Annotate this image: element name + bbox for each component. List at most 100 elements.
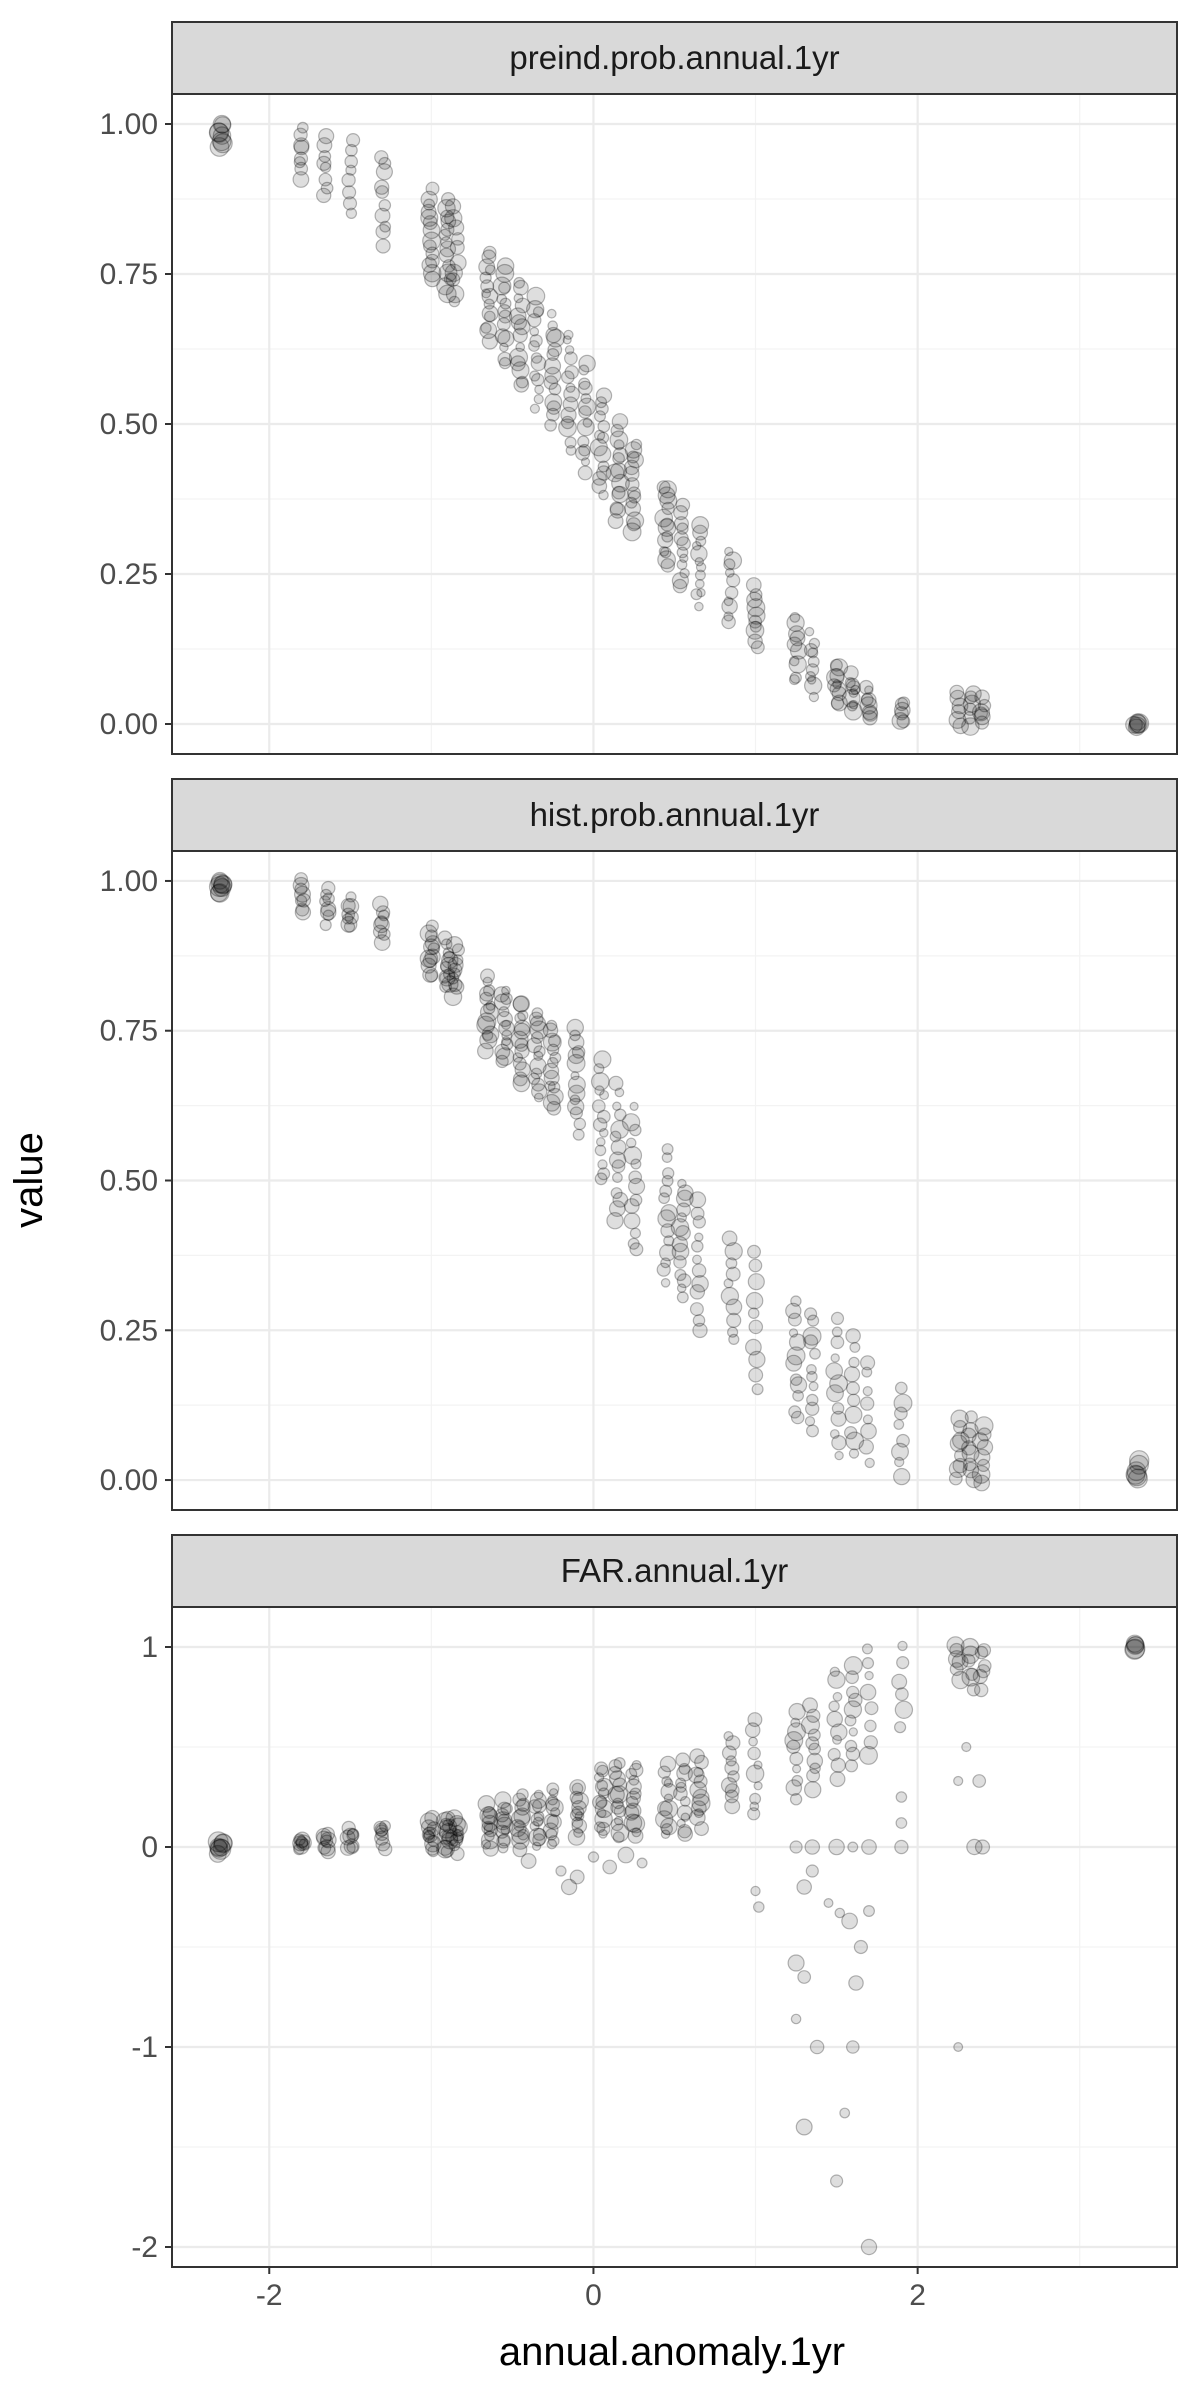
- data-point: [723, 596, 734, 607]
- data-point: [660, 558, 676, 573]
- data-point: [675, 1224, 691, 1241]
- data-point: [674, 1268, 687, 1282]
- x-tick-label: 0: [585, 2279, 602, 2312]
- data-point: [531, 373, 545, 387]
- data-point: [830, 1410, 847, 1427]
- data-point: [692, 1322, 708, 1339]
- data-point: [962, 711, 977, 725]
- data-point: [896, 714, 911, 729]
- data-point: [578, 377, 591, 390]
- data-point: [562, 335, 572, 345]
- data-point: [574, 445, 591, 461]
- data-point: [451, 232, 465, 246]
- data-point: [374, 179, 390, 195]
- data-point: [893, 1467, 911, 1486]
- data-point: [341, 907, 356, 922]
- data-point: [750, 640, 765, 655]
- data-point: [212, 114, 232, 134]
- data-point: [788, 1328, 799, 1338]
- data-point: [528, 1827, 548, 1847]
- data-point: [786, 1722, 806, 1742]
- data-point: [858, 1439, 875, 1455]
- data-point: [610, 1800, 625, 1815]
- data-point: [1128, 713, 1147, 731]
- data-point: [724, 1242, 743, 1261]
- data-point: [785, 1354, 803, 1372]
- data-point: [612, 1101, 622, 1111]
- data-point: [809, 2039, 825, 2055]
- data-point: [596, 1109, 611, 1124]
- data-point: [438, 263, 458, 283]
- data-point: [493, 993, 511, 1011]
- data-point: [593, 445, 612, 464]
- data-point: [571, 1805, 585, 1819]
- data-point: [694, 1232, 704, 1242]
- data-point: [724, 1798, 741, 1815]
- data-point: [829, 658, 843, 672]
- data-point: [746, 591, 763, 609]
- data-point: [346, 1827, 359, 1840]
- data-point: [565, 445, 577, 456]
- data-point: [693, 1774, 708, 1789]
- data-point: [831, 1326, 843, 1338]
- data-point: [562, 396, 579, 413]
- data-point: [209, 1839, 229, 1858]
- data-point: [443, 272, 457, 286]
- data-point: [848, 1975, 864, 1991]
- data-point: [533, 1810, 545, 1822]
- data-point: [791, 1764, 802, 1774]
- data-point: [804, 676, 823, 695]
- data-point: [693, 1821, 709, 1837]
- data-point: [952, 1457, 968, 1474]
- data-point: [494, 1807, 510, 1823]
- data-point: [294, 161, 309, 176]
- data-point: [318, 149, 332, 163]
- data-point: [610, 1817, 624, 1832]
- data-point: [627, 1177, 646, 1196]
- data-point: [593, 410, 606, 423]
- data-point: [610, 462, 628, 480]
- data-point: [567, 1828, 586, 1846]
- data-point: [663, 1793, 674, 1803]
- data-point: [571, 1816, 584, 1829]
- data-point: [445, 1809, 464, 1827]
- data-point: [449, 1833, 464, 1848]
- data-point: [827, 1747, 841, 1762]
- x-axis-title: annual.anomaly.1yr: [499, 2330, 845, 2374]
- data-point: [834, 1450, 844, 1461]
- data-point: [439, 240, 457, 258]
- data-point: [864, 1670, 874, 1681]
- data-point: [806, 1314, 820, 1327]
- data-point: [508, 347, 529, 367]
- data-point: [973, 1448, 991, 1466]
- data-point: [440, 1831, 459, 1850]
- data-point: [526, 286, 546, 306]
- data-point: [752, 1901, 765, 1913]
- data-point: [320, 1843, 336, 1860]
- data-point: [596, 465, 612, 481]
- data-point: [846, 1685, 860, 1700]
- data-point: [426, 1821, 442, 1837]
- data-point: [680, 1812, 691, 1822]
- data-point: [654, 508, 674, 528]
- data-point: [481, 1814, 499, 1832]
- data-point: [964, 1410, 978, 1424]
- data-point: [656, 1262, 671, 1277]
- data-point: [675, 1752, 691, 1768]
- data-point: [479, 321, 498, 340]
- data-point: [530, 355, 547, 372]
- data-point: [597, 420, 611, 433]
- data-point: [750, 1885, 761, 1897]
- data-point: [548, 1788, 559, 1798]
- data-point: [691, 1254, 702, 1265]
- data-point: [788, 1333, 807, 1351]
- data-point: [726, 1326, 739, 1338]
- data-point: [543, 1813, 559, 1829]
- data-point: [425, 1841, 440, 1856]
- data-point: [787, 625, 806, 643]
- data-point: [844, 1739, 858, 1753]
- data-point: [976, 1458, 991, 1473]
- data-point: [594, 1761, 609, 1776]
- data-point: [438, 284, 457, 304]
- data-point: [580, 393, 592, 405]
